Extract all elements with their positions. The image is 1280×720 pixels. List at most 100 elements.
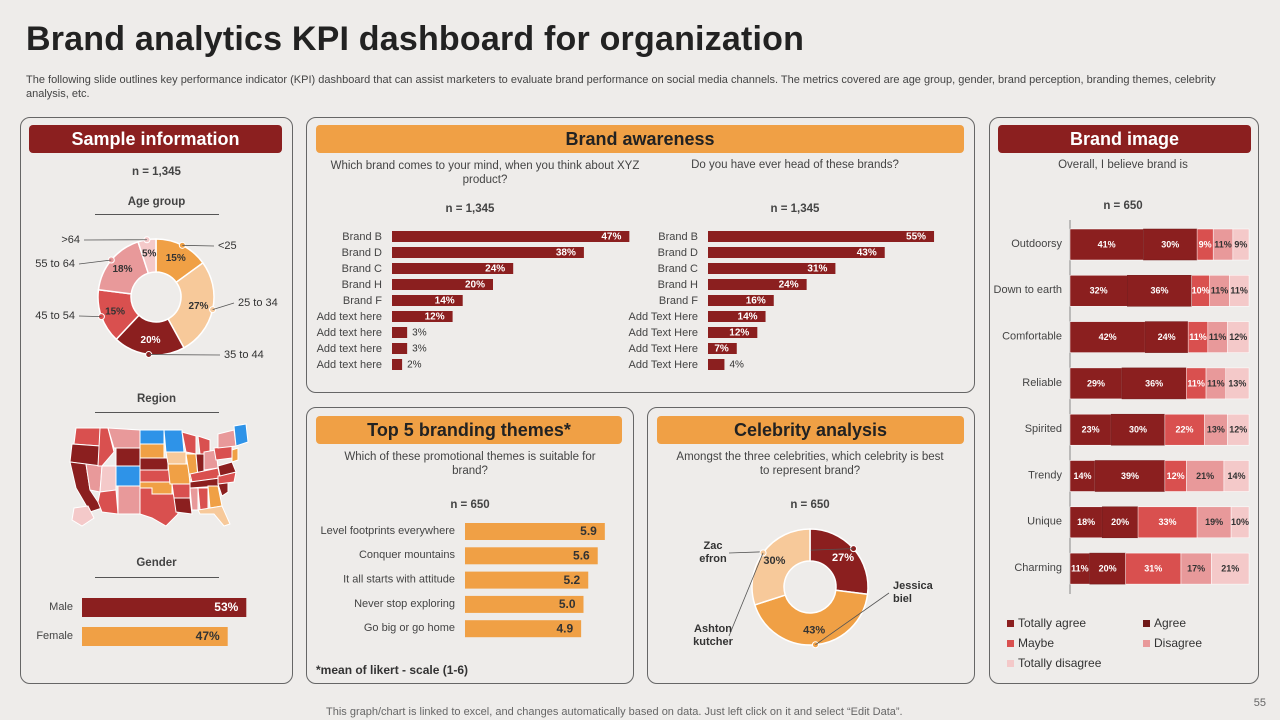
map-state-nj-md xyxy=(231,447,239,463)
map-state-new-england xyxy=(233,423,249,447)
awareness-question-1: Which brand comes to your mind, when you… xyxy=(330,160,640,186)
brand-image-stacked-chart: Outdoorsy 41% 30% 9% 11% 9%Down to earth 32% 36… xyxy=(994,220,1250,594)
awareness-value-label: 14% xyxy=(738,312,758,323)
theme-bar xyxy=(465,547,598,565)
age-callout-line xyxy=(182,244,215,247)
awareness-bar xyxy=(708,247,885,258)
map-state-nd xyxy=(139,429,165,445)
celebrity-name-label: efron xyxy=(699,553,727,565)
legend-label: Totally agree xyxy=(1018,616,1087,630)
celebrity-slice-label: 27% xyxy=(832,552,854,564)
awareness-category-label: Add text here xyxy=(317,311,382,323)
themes-bar-chart: Level footprints everywhere 5.9 Conquer mo… xyxy=(320,523,605,638)
awareness-value-label: 2% xyxy=(407,360,422,371)
celebrity-name-label: Jessica xyxy=(893,580,934,592)
brand-image-segment xyxy=(1227,321,1250,353)
brand-image-category-label: Unique xyxy=(1027,516,1062,528)
region-divider xyxy=(95,412,219,413)
brand-image-segment xyxy=(1094,460,1166,492)
brand-image-segment xyxy=(1069,506,1103,539)
page-subtitle: The following slide outlines key perform… xyxy=(26,74,1216,100)
legend-label: Agree xyxy=(1154,616,1187,630)
gender-value-label: 53% xyxy=(214,600,238,614)
theme-bar xyxy=(465,571,589,589)
map-state-wy xyxy=(115,447,141,467)
brand-image-segment-label: 32% xyxy=(1090,286,1108,296)
age-slice-label: 20% xyxy=(141,335,161,346)
age-callout-label: 25 to 34 xyxy=(238,297,278,309)
legend-swatch xyxy=(1007,660,1014,667)
brand-image-segment xyxy=(1110,413,1166,446)
gender-bar xyxy=(82,598,247,617)
brand-image-segment-label: 11% xyxy=(1071,563,1089,573)
legend-item: Disagree xyxy=(1143,636,1202,650)
celebrity-slice xyxy=(751,528,811,606)
age-slice-label: 18% xyxy=(112,264,132,275)
theme-value-label: 5.0 xyxy=(559,597,576,611)
awareness-category-label: Add Text Here xyxy=(628,343,698,355)
legend-item: Maybe xyxy=(1007,636,1054,650)
brand-image-segment xyxy=(1196,506,1232,539)
brand-image-segment xyxy=(1069,367,1123,400)
legend-swatch xyxy=(1007,640,1014,647)
brand-image-segment xyxy=(1227,413,1250,446)
brand-image-segment xyxy=(1186,460,1225,492)
map-state-la xyxy=(173,497,193,515)
brand-image-panel xyxy=(989,117,1259,684)
age-slice-label: 5% xyxy=(142,249,157,260)
gender-bar xyxy=(82,627,228,646)
awareness-bar xyxy=(392,295,463,306)
awareness-category-label: Brand C xyxy=(342,263,382,275)
awareness-bar xyxy=(708,279,807,290)
awareness-bar xyxy=(392,247,584,258)
awareness-value-label: 14% xyxy=(435,296,455,307)
branding-themes-header: Top 5 branding themes* xyxy=(316,416,622,444)
awareness-question-2: Do you have ever head of these brands? xyxy=(691,159,899,171)
map-state-sd xyxy=(139,443,165,459)
brand-image-segment xyxy=(1069,413,1112,446)
celebrity-callout-line xyxy=(728,552,764,637)
map-state-nm xyxy=(117,485,141,515)
map-state-ms xyxy=(189,487,199,511)
celebrity-n: n = 650 xyxy=(790,499,830,511)
map-state-ak xyxy=(71,505,95,527)
awareness-bar xyxy=(708,327,758,338)
theme-value-label: 4.9 xyxy=(556,621,573,635)
map-state-tx xyxy=(139,487,179,527)
age-slice xyxy=(167,261,215,349)
brand-image-segment-label: 33% xyxy=(1159,517,1177,527)
themes-question: Which of these promotional themes is sui… xyxy=(344,451,596,477)
map-state-wa xyxy=(73,427,101,447)
brand-image-segment-label: 13% xyxy=(1228,378,1246,388)
age-callout-label: 35 to 44 xyxy=(224,349,264,361)
brand-image-segment-label: 9% xyxy=(1234,239,1247,249)
age-slice-label: 15% xyxy=(105,306,125,317)
brand-image-segment xyxy=(1232,228,1250,261)
theme-value-label: 5.2 xyxy=(564,573,581,587)
brand-image-segment xyxy=(1211,552,1250,585)
gender-label: Gender xyxy=(136,557,177,569)
legend-item: Agree xyxy=(1143,616,1186,630)
sample-info-panel xyxy=(20,117,293,684)
legend-item: Totally disagree xyxy=(1007,656,1101,670)
brand-image-segment-label: 14% xyxy=(1074,471,1092,481)
brand-image-segment xyxy=(1125,552,1182,585)
footer-note: This graph/chart is linked to excel, and… xyxy=(326,706,903,718)
awareness-value-label: 38% xyxy=(556,248,576,259)
map-state-ia xyxy=(165,451,187,465)
brand-image-segment xyxy=(1127,275,1192,307)
theme-value-label: 5.9 xyxy=(580,524,597,538)
awareness-category-label: Add Text Here xyxy=(628,311,698,323)
brand-image-segment xyxy=(1101,506,1139,539)
celebrity-name-label: Ashton xyxy=(694,623,732,635)
awareness-value-label: 3% xyxy=(412,328,427,339)
map-state-mn xyxy=(163,429,185,453)
celebrity-name-label: Zac xyxy=(704,540,723,552)
awareness-q1-bar-chart: Brand B 47% Brand D 38% Brand C 24% Brand H 20%… xyxy=(317,231,630,371)
age-callout-label: 55 to 64 xyxy=(35,258,75,270)
brand-image-segment-label: 30% xyxy=(1129,425,1147,435)
awareness-category-label: Brand H xyxy=(658,279,698,291)
brand-image-segment xyxy=(1137,506,1198,539)
awareness-bar xyxy=(392,327,408,338)
awareness-value-label: 43% xyxy=(857,248,877,259)
